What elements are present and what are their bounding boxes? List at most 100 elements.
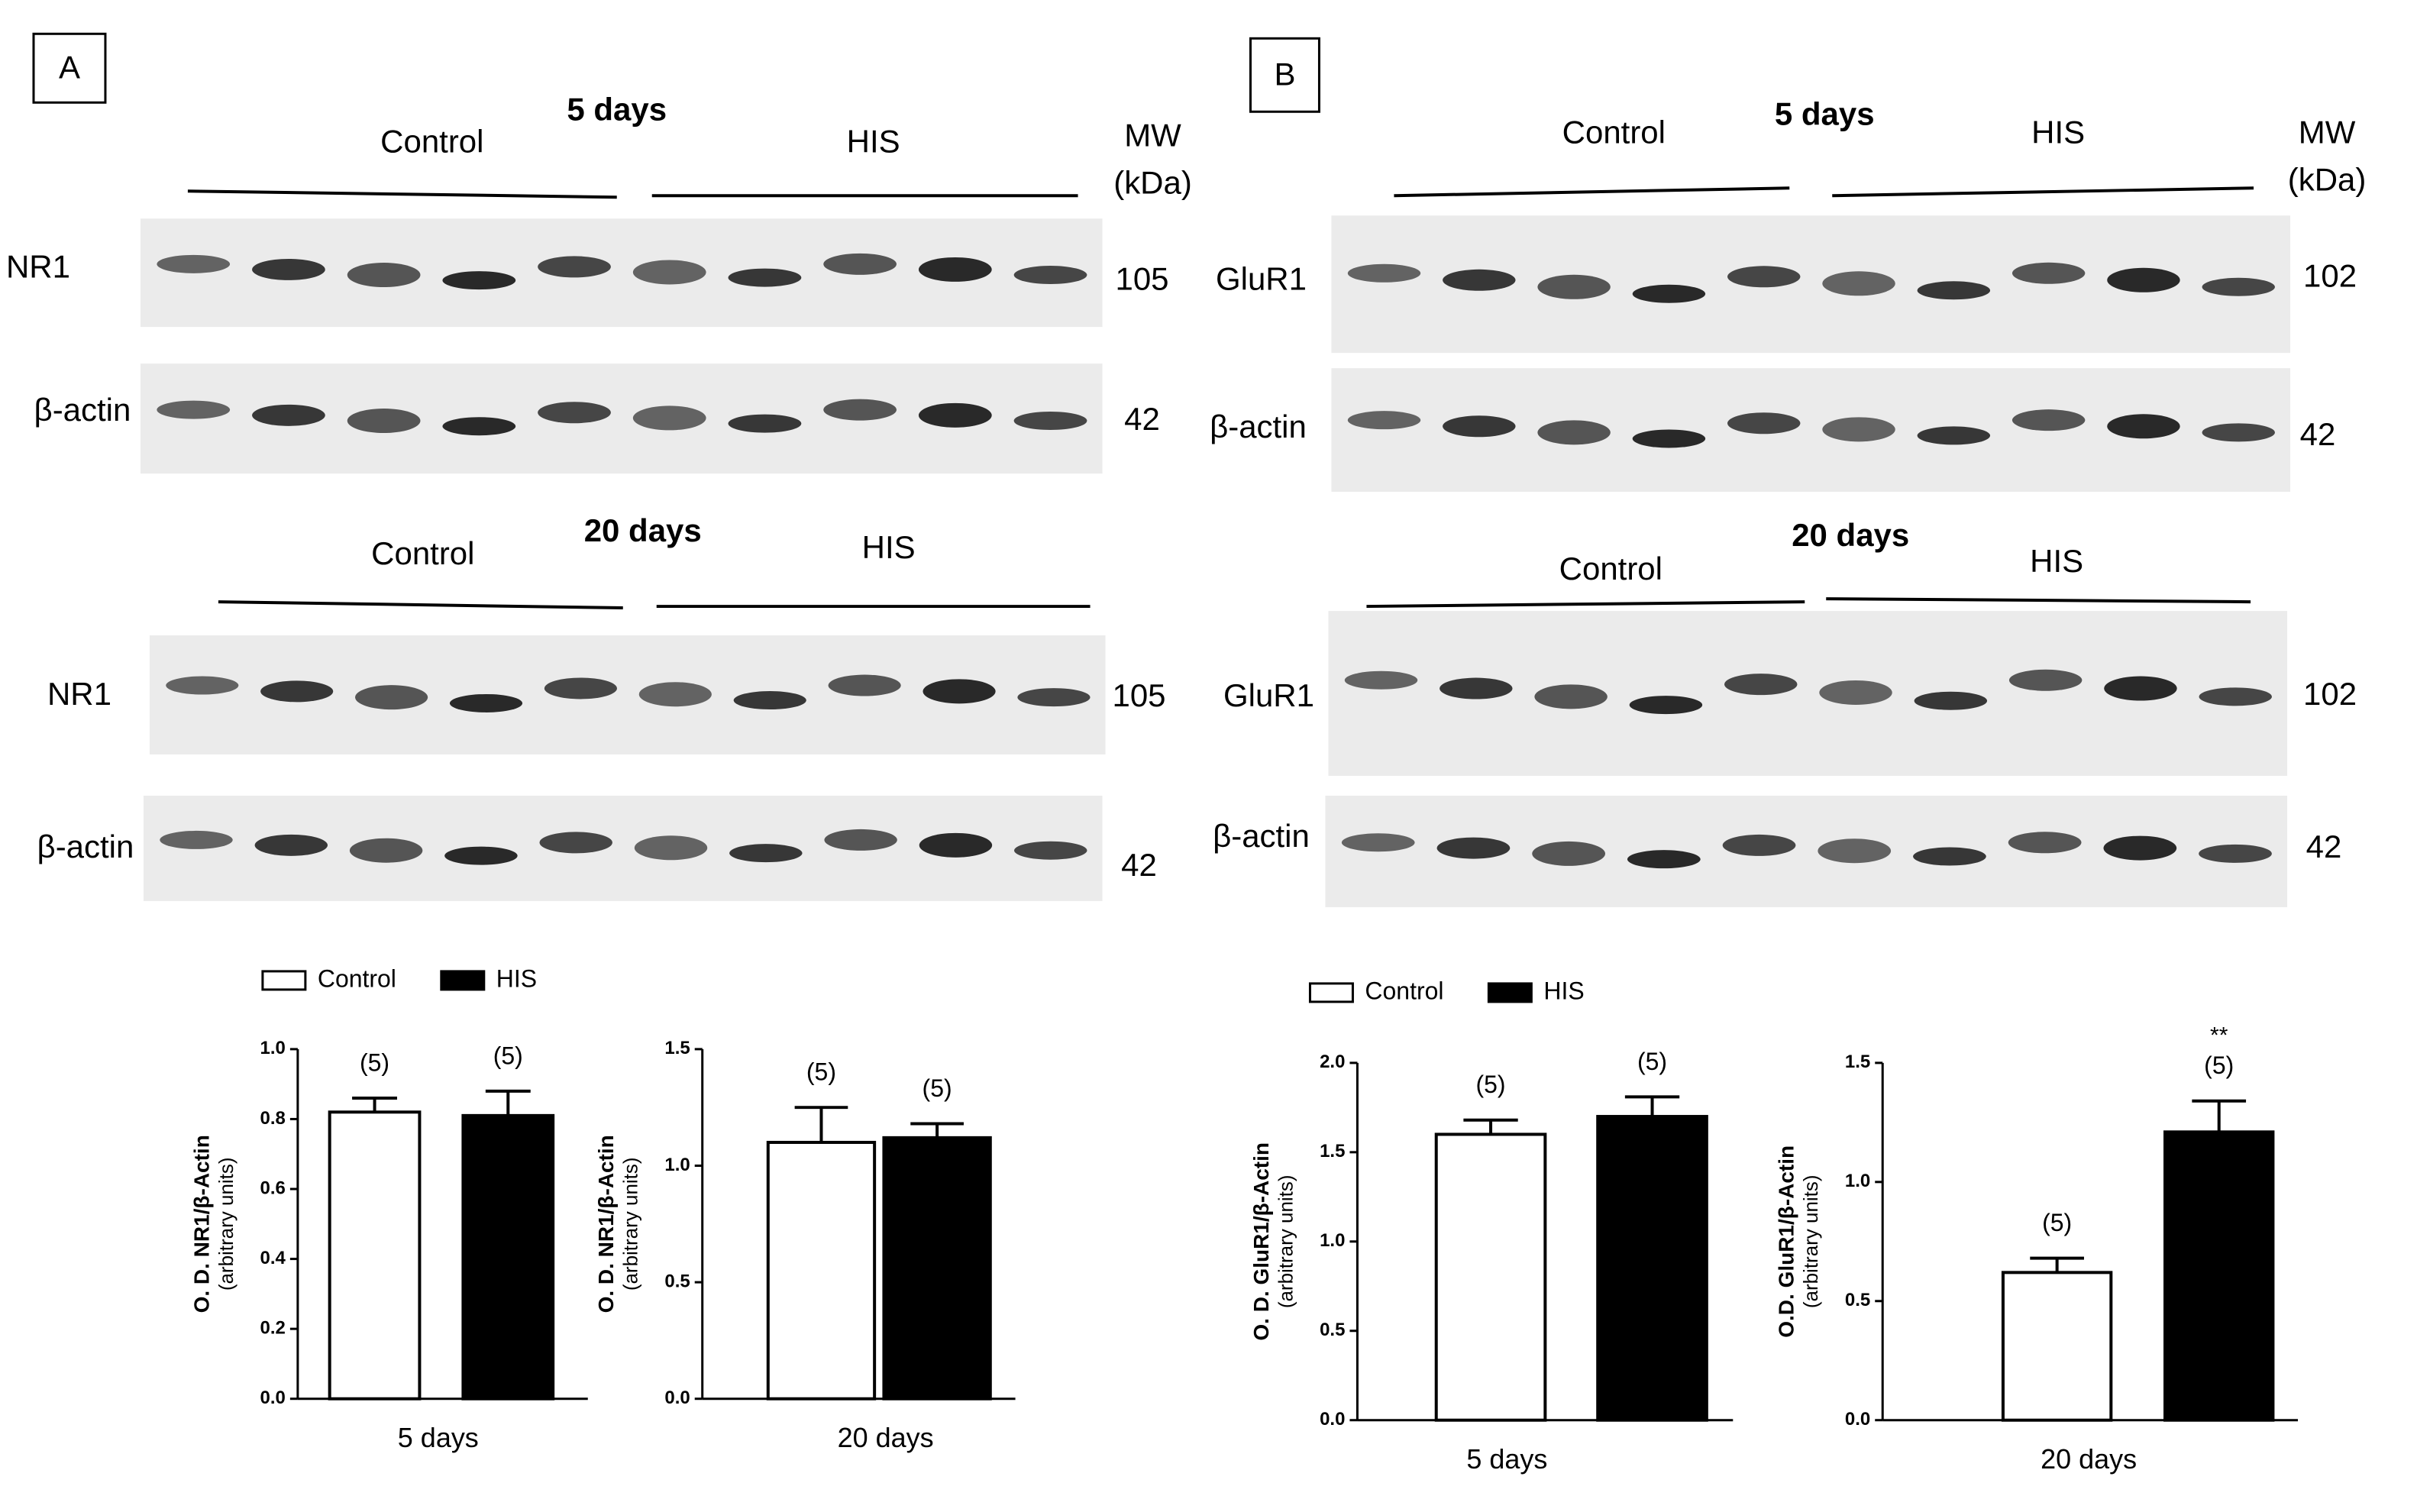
legend-label: Control [318, 964, 396, 992]
band [1914, 691, 1988, 710]
n-label: (5) [360, 1048, 389, 1076]
x-axis-label: 5 days [1466, 1443, 1547, 1475]
y-tick-label: 1.5 [1320, 1141, 1345, 1161]
legend-swatch [1308, 982, 1354, 1003]
n-label: (5) [2042, 1209, 2072, 1236]
band [157, 254, 231, 273]
group-line [218, 600, 623, 610]
group-label: HIS [862, 529, 916, 565]
band [1917, 426, 1991, 445]
band [349, 838, 423, 863]
group-label: Control [371, 535, 474, 571]
y-tick-label: 1.0 [1845, 1171, 1870, 1191]
band [2104, 676, 2177, 701]
band [1443, 269, 1516, 291]
y-axis-note: (arbitrary units) [215, 1157, 237, 1291]
band [1913, 847, 1986, 866]
bar [1596, 1115, 1708, 1422]
band [919, 832, 993, 858]
group-label: HIS [2031, 114, 2085, 150]
y-tick-label: 1.5 [664, 1038, 690, 1058]
band [2008, 669, 2083, 691]
band [1632, 429, 1706, 448]
y-tick-label: 0.5 [664, 1271, 690, 1291]
band [2011, 409, 2086, 431]
band [166, 676, 239, 695]
band [632, 405, 706, 431]
panel-label-box [1249, 37, 1320, 113]
y-tick-label: 0.0 [1845, 1409, 1870, 1430]
band [1627, 850, 1701, 869]
y-tick-label: 1.5 [1845, 1052, 1870, 1072]
mw-label: (kDa) [1113, 164, 1192, 200]
x-axis-label: 20 days [2041, 1443, 2137, 1475]
band [538, 256, 611, 278]
band [2011, 262, 2086, 284]
protein-label: GluR1 [1223, 677, 1314, 713]
mw-value: 102 [2303, 257, 2357, 293]
band [449, 693, 523, 712]
group-line [1394, 186, 1790, 198]
band [828, 674, 901, 696]
band [347, 263, 421, 288]
bar [882, 1136, 992, 1401]
n-label: (5) [1476, 1071, 1506, 1098]
protein-label: NR1 [6, 248, 70, 284]
blot-title: 20 days [584, 512, 702, 548]
y-tick-label: 0.0 [1320, 1409, 1345, 1430]
legend-swatch [1487, 982, 1533, 1003]
group-label: Control [1562, 114, 1666, 150]
band [1727, 266, 1801, 288]
band [2202, 423, 2275, 442]
n-label: (5) [2204, 1052, 2234, 1079]
y-tick-label: 0.8 [260, 1108, 286, 1129]
band [638, 682, 712, 707]
band [252, 258, 325, 280]
mw-label: (kDa) [2288, 161, 2367, 197]
band [1013, 266, 1087, 285]
band [2103, 835, 2177, 861]
panel-label: A [59, 49, 80, 85]
band [2199, 844, 2272, 863]
band [1822, 271, 1895, 296]
band [444, 846, 518, 865]
band [2199, 687, 2272, 706]
bar [2163, 1130, 2275, 1422]
band [1347, 263, 1421, 283]
legend-label: HIS [1543, 977, 1584, 1004]
group-label: Control [1559, 551, 1662, 586]
band [1917, 281, 1991, 300]
band [632, 260, 706, 285]
band [728, 414, 802, 433]
group-line [1826, 597, 2251, 604]
n-label: (5) [493, 1042, 523, 1069]
y-axis-label: O. D. NR1/β-Actin [189, 1135, 213, 1313]
group-line [1832, 186, 2254, 198]
band [728, 268, 802, 287]
band [1537, 420, 1611, 445]
protein-label: β-actin [34, 392, 131, 428]
group-label: HIS [2030, 543, 2083, 579]
band [347, 409, 421, 434]
y-tick-label: 1.0 [260, 1038, 286, 1058]
x-axis-label: 20 days [838, 1422, 934, 1453]
band [918, 257, 992, 282]
band [539, 832, 612, 854]
band [634, 835, 708, 861]
blot-title: 5 days [1775, 95, 1875, 131]
band [160, 830, 233, 849]
band [538, 402, 611, 424]
n-label: (5) [1637, 1048, 1667, 1075]
y-tick-label: 1.0 [664, 1155, 690, 1175]
y-tick-label: 0.5 [1845, 1290, 1870, 1310]
band [1818, 838, 1892, 864]
significance-label: ** [2210, 1023, 2228, 1048]
band [254, 834, 328, 856]
band [2107, 267, 2180, 292]
band [442, 417, 516, 436]
bar [766, 1140, 877, 1401]
group-label: HIS [847, 123, 900, 159]
y-tick-label: 1.0 [1320, 1230, 1345, 1251]
